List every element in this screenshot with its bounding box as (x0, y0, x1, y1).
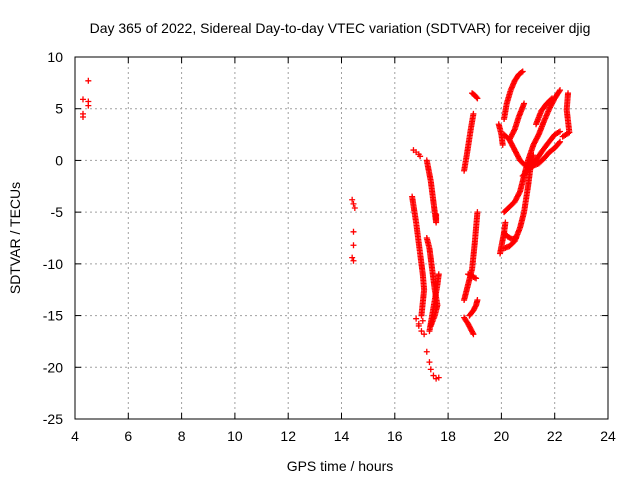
x-tick-label: 22 (547, 428, 563, 444)
data-point (349, 254, 356, 261)
data-point (557, 87, 564, 94)
data-point (474, 297, 481, 304)
data-point (349, 196, 356, 203)
data-point (559, 133, 566, 140)
x-tick-label: 6 (124, 428, 132, 444)
data-point (518, 69, 525, 76)
data-point (519, 68, 526, 75)
data-point (85, 102, 92, 109)
data-point (555, 129, 562, 136)
data-point (351, 205, 358, 212)
data-point (433, 375, 440, 382)
data-point (557, 138, 564, 145)
x-tick-label: 4 (71, 428, 79, 444)
data-point (556, 139, 563, 146)
data-point (521, 100, 528, 107)
data-point (350, 228, 357, 235)
y-tick-label: 10 (47, 49, 63, 65)
x-tick-label: 12 (280, 428, 296, 444)
data-point (499, 141, 506, 148)
data-point (474, 95, 481, 102)
data-point (350, 257, 357, 264)
x-tick-label: 20 (494, 428, 510, 444)
data-point (435, 374, 442, 381)
data-point (547, 96, 554, 103)
data-point (419, 317, 426, 324)
data-point (530, 152, 537, 159)
x-tick-label: 8 (178, 428, 186, 444)
data-point (471, 274, 478, 281)
x-tick-labels: 4 6 8 10 12 14 16 18 20 22 24 (71, 428, 616, 444)
data-point (418, 328, 425, 335)
data-point (427, 366, 434, 373)
data-point (415, 320, 422, 327)
grid (75, 57, 608, 419)
chart-title: Day 365 of 2022, Sidereal Day-to-day VTE… (90, 20, 591, 36)
data-point (417, 153, 424, 160)
data-point (557, 128, 564, 135)
data-point (473, 275, 480, 282)
data-point (470, 331, 477, 338)
data-point (418, 312, 425, 319)
data-point (421, 331, 428, 338)
data-point (423, 348, 430, 355)
data-point (79, 96, 86, 103)
data-point (549, 95, 556, 102)
data-point (470, 110, 477, 117)
x-tick-label: 16 (387, 428, 403, 444)
data-point (556, 88, 563, 95)
x-tick-label: 24 (600, 428, 616, 444)
data-point (85, 77, 92, 84)
data-point (350, 200, 357, 207)
data-point (433, 211, 440, 218)
x-tick-label: 10 (227, 428, 243, 444)
data-point (474, 209, 481, 216)
data-point (350, 242, 357, 249)
y-axis-label: SDTVAR / TECUs (7, 182, 23, 294)
y-tick-label: -5 (51, 204, 64, 220)
data-point (430, 372, 437, 379)
data-point (79, 113, 86, 120)
y-tick-label: -25 (43, 411, 63, 427)
axis-ticks (74, 56, 609, 420)
data-point (413, 315, 420, 322)
y-tick-label: -20 (43, 359, 63, 375)
data-point (516, 189, 523, 196)
data-point (435, 271, 442, 278)
y-tick-label: 0 (55, 152, 63, 168)
data-point (469, 329, 476, 336)
data-point (426, 359, 433, 366)
y-tick-labels: 10 5 0 -5 -10 -15 -20 -25 (43, 49, 63, 427)
x-tick-label: 14 (334, 428, 350, 444)
data-point (502, 219, 509, 226)
x-axis-label: GPS time / hours (287, 458, 394, 474)
y-tick-label: -10 (43, 256, 63, 272)
data-point (561, 132, 568, 139)
y-tick-label: -15 (43, 308, 63, 324)
x-tick-label: 18 (440, 428, 456, 444)
y-tick-label: 5 (55, 101, 63, 117)
data-points (79, 68, 573, 382)
data-point (511, 127, 518, 134)
data-point (473, 94, 480, 101)
